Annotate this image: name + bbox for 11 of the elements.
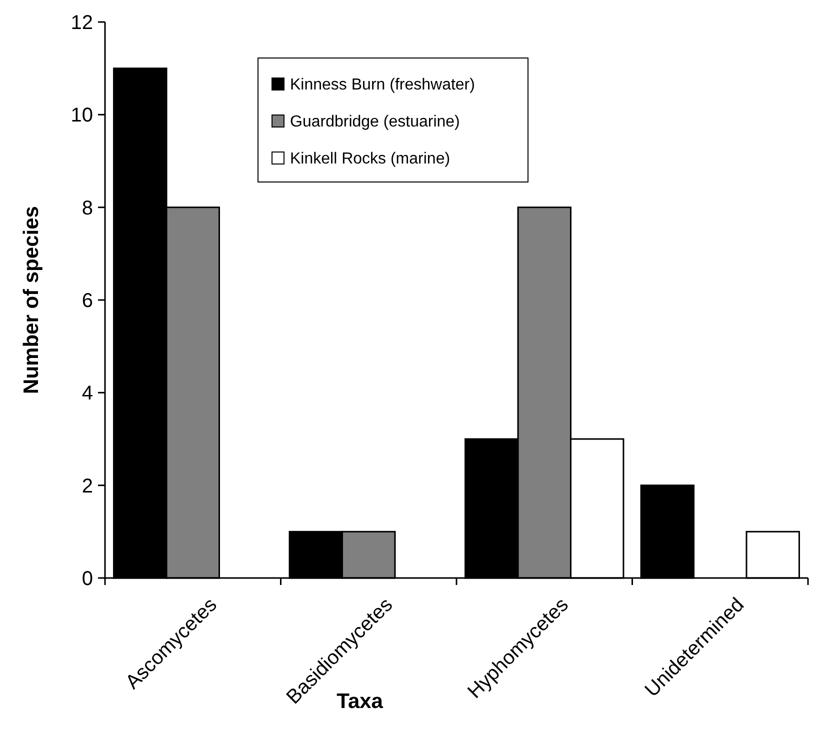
y-tick-label: 4	[82, 382, 93, 405]
y-tick-label: 2	[82, 475, 93, 498]
y-tick-label: 10	[70, 104, 93, 127]
y-tick-label: 0	[82, 568, 93, 590]
y-axis-title: Number of species	[20, 206, 43, 394]
legend-label: Guardbridge (estuarine)	[290, 114, 460, 131]
y-tick-label: 8	[82, 197, 93, 220]
y-tick-label: 12	[70, 12, 93, 34]
legend-label: Kinness Burn (freshwater)	[290, 76, 475, 94]
y-tick-label: 6	[82, 290, 93, 312]
legend-label: Kinkell Rocks (marine)	[290, 150, 450, 168]
